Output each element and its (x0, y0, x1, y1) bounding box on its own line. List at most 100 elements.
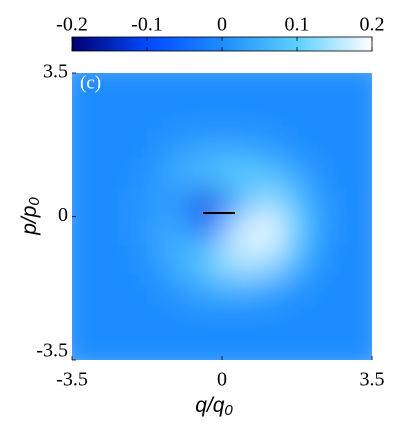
heat-cell (222, 130, 253, 160)
heat-cell (192, 302, 223, 332)
heat-cell (72, 302, 103, 332)
heat-cell (222, 73, 253, 103)
heat-cell (312, 302, 343, 332)
heat-cell (72, 101, 103, 131)
heat-cell (192, 331, 223, 360)
heat-cell (192, 130, 223, 160)
heat-cell (192, 273, 223, 304)
heat-cell (72, 159, 103, 189)
heat-cell (102, 273, 133, 304)
heat-cell (312, 101, 343, 131)
y-tick-label: -3.5 (36, 340, 68, 362)
heat-cell (192, 216, 223, 246)
heat-cell (342, 302, 372, 332)
heat-cell (342, 130, 372, 160)
heat-cell (282, 130, 313, 160)
colorbar-tick-label: 0.2 (360, 14, 385, 36)
heat-cell (132, 130, 163, 160)
heat-cell (282, 273, 313, 304)
heat-cell (162, 130, 193, 160)
heat-cell (312, 331, 343, 360)
heat-cell (132, 159, 163, 189)
x-axis-label-sub: 0 (224, 402, 233, 419)
heat-cell (222, 245, 253, 275)
heat-cell (312, 216, 343, 246)
heat-cell (282, 331, 313, 360)
x-axis-label: q/q0 (195, 394, 233, 419)
heat-cell (102, 245, 133, 275)
heat-cell (72, 130, 103, 160)
heat-cell (282, 101, 313, 131)
heat-cell (72, 216, 103, 246)
heat-cell (282, 245, 313, 275)
colorbar-tick-label: -0.2 (56, 14, 88, 36)
heat-cell (282, 159, 313, 189)
heat-cell (102, 331, 133, 360)
heat-cell (132, 73, 163, 103)
x-tick-label: 3.5 (360, 369, 385, 391)
x-tick-label: -3.5 (56, 369, 88, 391)
heat-cell (342, 273, 372, 304)
heat-cell (342, 73, 372, 103)
heat-cell (282, 73, 313, 103)
heat-cell (222, 331, 253, 360)
heat-cell (342, 331, 372, 360)
heat-cell (252, 159, 283, 189)
y-axis-label: p/p0 (18, 197, 43, 236)
heat-cell (312, 187, 343, 217)
colorbar-tick-label: 0 (217, 14, 227, 36)
heat-cell (252, 187, 283, 217)
heat-cell (342, 101, 372, 131)
heat-cell (132, 302, 163, 332)
heat-cell (192, 159, 223, 189)
heat-cell (192, 101, 223, 131)
heat-cell (72, 331, 103, 360)
heat-cell (312, 159, 343, 189)
heat-cell (282, 216, 313, 246)
heat-cell (162, 273, 193, 304)
heat-cell (102, 73, 133, 103)
heat-cell (252, 130, 283, 160)
panel-label: (c) (80, 72, 101, 93)
heat-cell (252, 331, 283, 360)
heatmap (72, 73, 372, 360)
heatmap-cells (72, 73, 372, 360)
heat-cell (222, 159, 253, 189)
heat-cell (192, 245, 223, 275)
y-axis-label-main: p/p (18, 206, 41, 236)
heat-cell (132, 273, 163, 304)
x-tick-label: 0 (217, 369, 227, 391)
heat-cell (72, 273, 103, 304)
heat-cell (312, 273, 343, 304)
heat-cell (162, 101, 193, 131)
heat-cell (222, 216, 253, 246)
heat-cell (252, 101, 283, 131)
heat-cell (102, 187, 133, 217)
heat-cell (222, 101, 253, 131)
y-tick-label: 0 (58, 204, 68, 226)
heat-cell (132, 216, 163, 246)
heat-cell (342, 187, 372, 217)
heat-cell (222, 302, 253, 332)
heat-cell (252, 73, 283, 103)
heat-cell (132, 101, 163, 131)
heat-cell (252, 273, 283, 304)
heat-cell (342, 159, 372, 189)
heat-cell (162, 245, 193, 275)
heat-cell (312, 130, 343, 160)
heat-cell (132, 245, 163, 275)
heat-cell (132, 331, 163, 360)
heat-cell (162, 159, 193, 189)
x-axis-label-main: q/q (195, 394, 225, 417)
colorbar-tick-label: -0.1 (131, 14, 163, 36)
heat-cell (252, 216, 283, 246)
heat-cell (72, 73, 103, 103)
heat-cell (342, 216, 372, 246)
heat-cell (162, 216, 193, 246)
heat-cell (162, 187, 193, 217)
heat-cell (252, 302, 283, 332)
heat-cell (102, 101, 133, 131)
heat-cell (312, 73, 343, 103)
y-axis-label-sub: 0 (26, 197, 43, 206)
